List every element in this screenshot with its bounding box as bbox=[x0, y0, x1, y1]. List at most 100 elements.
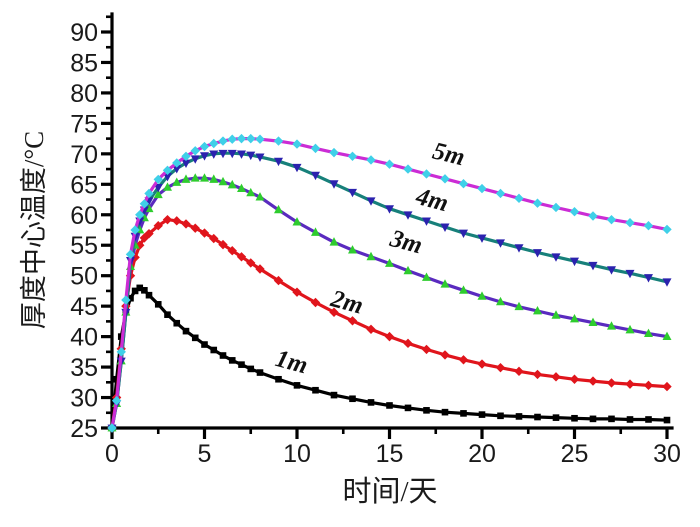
marker-square bbox=[312, 386, 319, 394]
marker-triangle-up bbox=[385, 258, 394, 267]
marker-square bbox=[136, 284, 144, 292]
marker-triangle-up bbox=[181, 174, 191, 183]
marker-triangle-down bbox=[329, 180, 339, 189]
marker-diamond bbox=[255, 134, 265, 144]
y-tick-label: 65 bbox=[70, 171, 98, 199]
curve-label-1m: 1m bbox=[273, 345, 311, 379]
marker-triangle-down bbox=[227, 149, 237, 159]
x-axis-title: 时间/天 bbox=[342, 475, 437, 508]
marker-square bbox=[645, 416, 652, 423]
marker-square bbox=[589, 415, 597, 423]
marker-triangle-up bbox=[218, 176, 228, 186]
marker-diamond bbox=[366, 155, 376, 165]
marker-triangle-up bbox=[625, 324, 635, 334]
x-tick-label: 30 bbox=[653, 440, 681, 468]
y-tick-label: 50 bbox=[70, 263, 98, 291]
y-tick-label: 30 bbox=[70, 385, 98, 413]
series-line-3m bbox=[110, 176, 669, 430]
y-axis-title: 厚度中心温度/°C bbox=[19, 131, 49, 329]
curve-label-4m: 4m bbox=[412, 183, 451, 218]
y-tick-label: 40 bbox=[70, 324, 98, 352]
marker-triangle-down bbox=[459, 229, 468, 239]
marker-diamond bbox=[218, 239, 228, 250]
marker-triangle-up bbox=[172, 177, 182, 186]
curve-label-3m: 3m bbox=[386, 225, 425, 260]
marker-diamond bbox=[477, 183, 487, 194]
marker-triangle-down bbox=[496, 239, 505, 248]
x-tick-label: 0 bbox=[105, 440, 119, 468]
marker-diamond bbox=[292, 139, 302, 149]
marker-diamond bbox=[190, 146, 200, 156]
marker-square bbox=[367, 399, 375, 406]
marker-diamond bbox=[384, 331, 395, 342]
marker-triangle-down bbox=[366, 197, 376, 206]
marker-triangle-down bbox=[209, 150, 219, 159]
marker-square bbox=[191, 334, 199, 342]
marker-diamond bbox=[421, 344, 432, 355]
marker-triangle-up bbox=[153, 189, 163, 199]
marker-diamond bbox=[403, 164, 413, 174]
marker-diamond bbox=[440, 174, 450, 184]
marker-square bbox=[201, 341, 208, 348]
marker-triangle-down bbox=[385, 205, 394, 214]
marker-triangle-up bbox=[588, 317, 598, 327]
x-tick-label: 20 bbox=[468, 440, 496, 468]
marker-diamond bbox=[643, 221, 654, 231]
marker-diamond bbox=[310, 143, 321, 154]
marker-diamond bbox=[121, 295, 131, 305]
marker-diamond bbox=[139, 199, 150, 209]
marker-diamond bbox=[606, 378, 617, 388]
marker-square bbox=[460, 410, 467, 417]
marker-diamond bbox=[421, 169, 432, 179]
y-tick-label: 25 bbox=[70, 415, 98, 443]
y-tick-label: 35 bbox=[70, 354, 98, 382]
marker-triangle-down bbox=[163, 172, 172, 182]
marker-diamond bbox=[246, 258, 256, 268]
marker-triangle-up bbox=[551, 310, 561, 319]
curve-label-5m: 5m bbox=[430, 138, 468, 172]
marker-diamond bbox=[458, 355, 469, 365]
marker-triangle-up bbox=[477, 291, 487, 300]
marker-triangle-up bbox=[366, 251, 376, 261]
x-tick-label: 10 bbox=[283, 440, 311, 468]
marker-square bbox=[386, 402, 393, 409]
marker-square bbox=[228, 357, 236, 364]
marker-triangle-down bbox=[644, 274, 653, 283]
y-tick-label: 85 bbox=[70, 49, 98, 77]
marker-diamond bbox=[227, 134, 237, 144]
marker-triangle-down bbox=[181, 159, 191, 168]
marker-diamond bbox=[625, 379, 635, 389]
marker-square bbox=[608, 415, 615, 423]
marker-diamond bbox=[111, 395, 122, 406]
marker-square bbox=[131, 287, 139, 295]
marker-triangle-down bbox=[255, 153, 265, 162]
marker-diamond bbox=[153, 221, 163, 231]
marker-diamond bbox=[130, 225, 140, 235]
marker-triangle-down bbox=[403, 211, 413, 220]
marker-square bbox=[127, 294, 134, 302]
marker-square bbox=[154, 301, 162, 308]
marker-square bbox=[164, 311, 171, 318]
marker-square bbox=[210, 346, 218, 354]
marker-triangle-down bbox=[607, 266, 616, 275]
marker-triangle-up bbox=[237, 183, 246, 192]
marker-square bbox=[113, 375, 120, 383]
marker-triangle-down bbox=[570, 257, 579, 267]
marker-diamond bbox=[329, 307, 339, 317]
marker-diamond bbox=[477, 359, 487, 369]
marker-triangle-up bbox=[209, 174, 219, 183]
marker-diamond bbox=[662, 381, 672, 392]
marker-diamond bbox=[643, 380, 654, 391]
marker-square bbox=[663, 416, 671, 424]
marker-diamond bbox=[135, 210, 145, 220]
marker-triangle-up bbox=[440, 279, 450, 288]
marker-diamond bbox=[532, 369, 543, 380]
y-tick-label: 45 bbox=[70, 293, 98, 321]
marker-diamond bbox=[209, 233, 219, 244]
y-tick-label: 60 bbox=[70, 202, 98, 230]
marker-diamond bbox=[495, 362, 506, 373]
marker-diamond bbox=[107, 423, 117, 433]
marker-diamond bbox=[209, 138, 219, 149]
